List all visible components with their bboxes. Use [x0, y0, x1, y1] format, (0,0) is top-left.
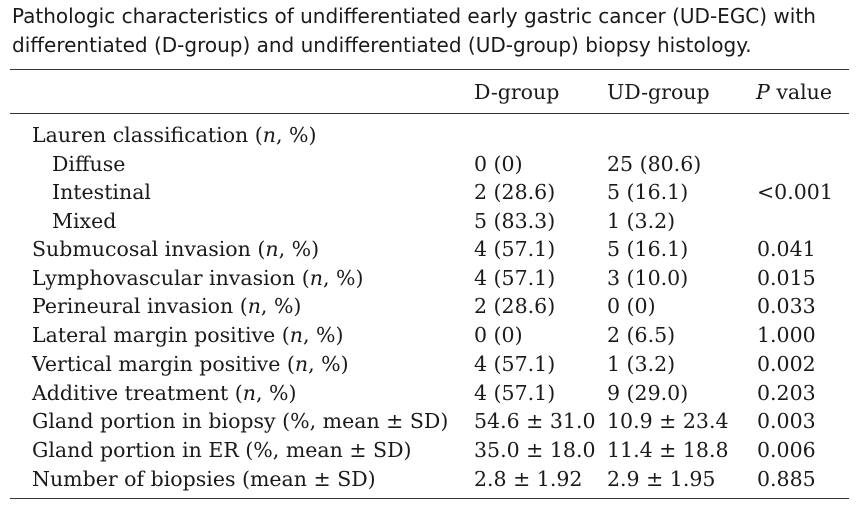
- caption-line-1: Pathologic characteristics of undifferen…: [12, 4, 816, 28]
- cell-ud: 3 (10.0): [607, 265, 689, 290]
- cell-ud: 2 (6.5): [607, 323, 676, 348]
- cell-d: 35.0 ± 18.0: [474, 437, 596, 462]
- top-rule: [10, 69, 849, 70]
- bottom-rule: [10, 498, 849, 499]
- table-row: Lateral margin positive (n, %) 0 (0) 2 (6.…: [0, 321, 858, 349]
- cell-d: 0 (0): [474, 323, 523, 348]
- table-caption: Pathologic characteristics of undifferen…: [12, 2, 852, 60]
- cell-p-lauren: <0.001: [757, 180, 833, 204]
- table-row-lauren: Lauren classification (n, %): [0, 121, 858, 149]
- cell-ud: 11.4 ± 18.8: [607, 437, 729, 462]
- cell-p: 1.000: [757, 323, 816, 348]
- cell-p: 0.033: [757, 294, 816, 319]
- cell-d: 2 (28.6): [474, 180, 556, 204]
- cell-d: 0 (0): [474, 152, 523, 176]
- cell-ud: 25 (80.6): [607, 152, 702, 176]
- table-row: Gland portion in biopsy (%, mean ± SD) 54…: [0, 407, 858, 435]
- cell-p: 0.885: [757, 466, 816, 491]
- table-row: Additive treatment (n, %) 4 (57.1) 9 (29.0…: [0, 379, 858, 407]
- row-label: Mixed: [52, 209, 117, 233]
- cell-p: 0.203: [757, 380, 816, 405]
- cell-p: 0.015: [757, 265, 816, 290]
- table-row: Vertical margin positive (n, %) 4 (57.1) 1…: [0, 350, 858, 378]
- cell-p: 0.006: [757, 437, 816, 462]
- row-label: Diffuse: [52, 152, 126, 176]
- cell-ud: 9 (29.0): [607, 380, 689, 405]
- row-label: Number of biopsies (mean ± SD): [32, 466, 376, 491]
- header-d-group: D-group: [474, 80, 560, 104]
- table-row-diffuse: Diffuse 0 (0) 25 (80.6): [0, 150, 858, 178]
- cell-d: 4 (57.1): [474, 265, 556, 290]
- row-label: Additive treatment (n, %): [32, 380, 297, 405]
- cell-ud: 5 (16.1): [607, 237, 689, 261]
- cell-d: 2 (28.6): [474, 294, 556, 319]
- table-row-intestinal: Intestinal 2 (28.6) 5 (16.1): [0, 178, 858, 206]
- cell-ud: 2.9 ± 1.95: [607, 466, 716, 491]
- table-row-mixed: Mixed 5 (83.3) 1 (3.2): [0, 207, 858, 235]
- cell-ud: 5 (16.1): [607, 180, 689, 204]
- cell-p: 0.041: [757, 237, 816, 261]
- header-ud-group: UD-group: [607, 80, 710, 104]
- cell-ud: 10.9 ± 23.4: [607, 409, 729, 434]
- row-label: Lateral margin positive (n, %): [32, 323, 344, 348]
- table-row: Number of biopsies (mean ± SD) 2.8 ± 1.92…: [0, 465, 858, 493]
- cell-d: 4 (57.1): [474, 237, 556, 261]
- row-label: Submucosal invasion (n, %): [32, 237, 320, 261]
- row-label: Lauren classification (n, %): [32, 123, 317, 147]
- cell-ud: 1 (3.2): [607, 209, 676, 233]
- table-row: Perineural invasion (n, %) 2 (28.6) 0 (0) 0…: [0, 292, 858, 320]
- header-row: D-group UD-group P value: [0, 78, 858, 106]
- table-row: Gland portion in ER (%, mean ± SD) 35.0 ±…: [0, 436, 858, 464]
- cell-d: 4 (57.1): [474, 351, 556, 376]
- cell-p: 0.003: [757, 409, 816, 434]
- caption-line-2: differentiated (D-group) and undifferent…: [12, 33, 752, 57]
- table-row: Lymphovascular invasion (n, %) 4 (57.1) 3 …: [0, 264, 858, 292]
- row-label: Lymphovascular invasion (n, %): [32, 265, 364, 290]
- row-label: Perineural invasion (n, %): [32, 294, 302, 319]
- cell-ud: 1 (3.2): [607, 351, 676, 376]
- cell-d: 2.8 ± 1.92: [474, 466, 583, 491]
- table-row: Submucosal invasion (n, %) 4 (57.1) 5 (16.…: [0, 235, 858, 263]
- row-label: Gland portion in ER (%, mean ± SD): [32, 437, 412, 462]
- cell-d: 54.6 ± 31.0: [474, 409, 596, 434]
- cell-ud: 0 (0): [607, 294, 656, 319]
- cell-d: 5 (83.3): [474, 209, 556, 233]
- cell-p: 0.002: [757, 351, 816, 376]
- cell-d: 4 (57.1): [474, 380, 556, 405]
- row-label: Gland portion in biopsy (%, mean ± SD): [32, 409, 449, 434]
- row-label: Intestinal: [52, 180, 151, 204]
- header-rule: [10, 113, 849, 114]
- row-label: Vertical margin positive (n, %): [32, 351, 349, 376]
- header-p-value: P value: [756, 80, 833, 104]
